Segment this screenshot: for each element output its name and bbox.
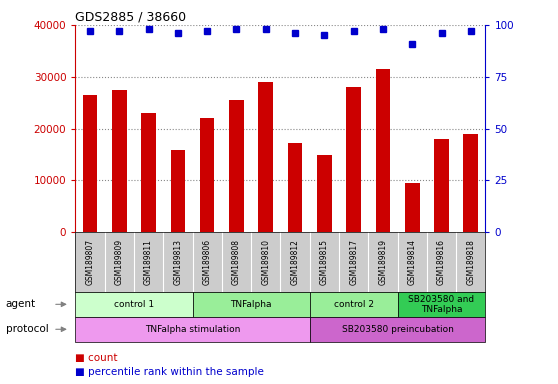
Bar: [317, 155, 331, 232]
Text: ■ percentile rank within the sample: ■ percentile rank within the sample: [75, 367, 264, 377]
Text: GSM189817: GSM189817: [349, 239, 358, 285]
Bar: [310, 292, 397, 317]
Bar: [75, 292, 193, 317]
Text: control 2: control 2: [334, 300, 374, 309]
Text: GSM189813: GSM189813: [174, 239, 182, 285]
Text: GSM189816: GSM189816: [437, 239, 446, 285]
Text: SB203580 preincubation: SB203580 preincubation: [341, 325, 454, 334]
Text: TNFalpha stimulation: TNFalpha stimulation: [145, 325, 240, 334]
Bar: [310, 317, 485, 342]
Bar: [75, 317, 310, 342]
Bar: [434, 139, 449, 232]
Bar: [258, 82, 273, 232]
Text: agent: agent: [6, 299, 36, 310]
Text: GSM189819: GSM189819: [378, 239, 387, 285]
Bar: [288, 143, 302, 232]
Text: GSM189812: GSM189812: [291, 239, 300, 285]
Bar: [397, 292, 485, 317]
Bar: [347, 87, 361, 232]
Bar: [376, 69, 390, 232]
Bar: [171, 151, 185, 232]
Text: GSM189814: GSM189814: [408, 239, 417, 285]
Bar: [405, 183, 420, 232]
Text: GSM189815: GSM189815: [320, 239, 329, 285]
Text: GSM189806: GSM189806: [203, 239, 211, 285]
Bar: [464, 134, 478, 232]
Text: TNFalpha: TNFalpha: [230, 300, 272, 309]
Bar: [141, 113, 156, 232]
Text: GSM189809: GSM189809: [115, 239, 124, 285]
Text: GSM189811: GSM189811: [144, 239, 153, 285]
Text: GDS2885 / 38660: GDS2885 / 38660: [75, 11, 186, 24]
Bar: [229, 100, 244, 232]
Text: GSM189818: GSM189818: [466, 239, 475, 285]
Bar: [193, 292, 310, 317]
Text: GSM189810: GSM189810: [261, 239, 270, 285]
Bar: [200, 118, 214, 232]
Bar: [112, 90, 127, 232]
Text: SB203580 and
TNFalpha: SB203580 and TNFalpha: [408, 295, 475, 314]
Bar: [83, 95, 97, 232]
Text: GSM189808: GSM189808: [232, 239, 241, 285]
Text: GSM189807: GSM189807: [85, 239, 94, 285]
Text: ■ count: ■ count: [75, 353, 118, 363]
Text: control 1: control 1: [114, 300, 154, 309]
Text: protocol: protocol: [6, 324, 49, 334]
